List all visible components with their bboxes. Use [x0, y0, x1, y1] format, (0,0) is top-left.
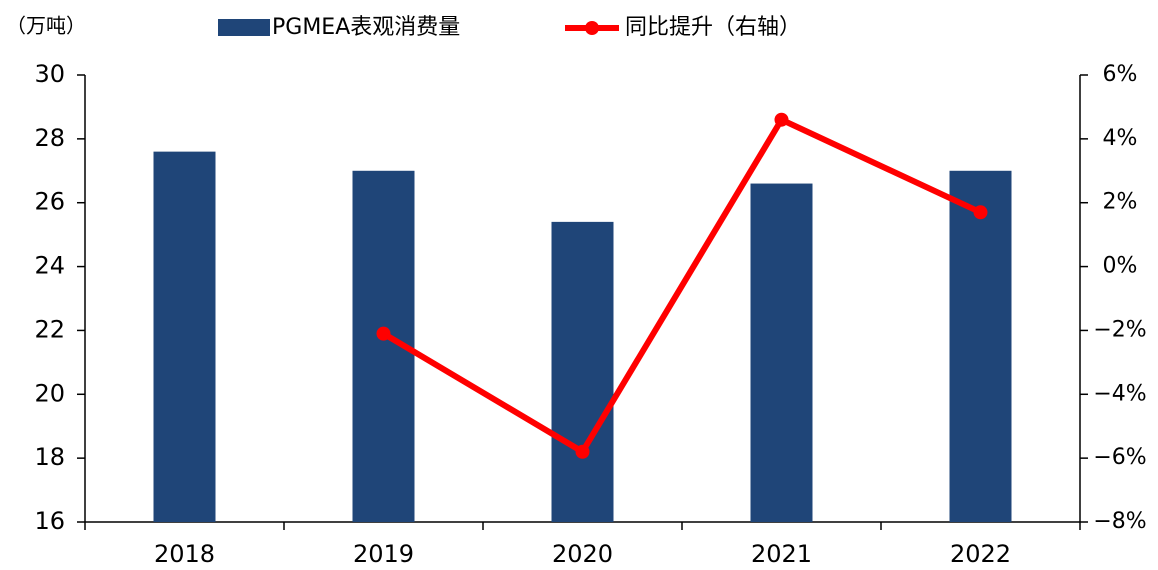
y2-tick-label: −2% [1093, 317, 1146, 342]
y-tick-label: 30 [34, 60, 65, 88]
legend-swatch [218, 19, 270, 36]
x-tick-label: 2019 [353, 540, 414, 568]
y2-tick-label: −4% [1093, 381, 1146, 406]
bar [153, 151, 216, 522]
legend-label: PGMEA表观消费量 [272, 15, 460, 40]
y2-tick-label: 6% [1103, 62, 1138, 87]
legend-swatch [585, 21, 599, 35]
y-tick-label: 18 [34, 443, 65, 471]
line-point [575, 444, 590, 459]
y-tick-label: 28 [34, 124, 65, 152]
y-tick-label: 24 [34, 252, 65, 280]
y2-tick-label: 4% [1103, 126, 1138, 151]
line-point [376, 326, 391, 341]
bar [551, 221, 614, 522]
y2-tick-label: −6% [1093, 445, 1146, 470]
x-tick-label: 2021 [751, 540, 812, 568]
line-point [774, 112, 789, 127]
x-tick-label: 2022 [950, 540, 1011, 568]
line [381, 116, 982, 455]
y2-tick-label: 0% [1103, 254, 1138, 279]
y2-tick-label: −8% [1093, 509, 1146, 534]
line-point [973, 205, 988, 220]
bar [750, 183, 813, 523]
y-tick-label: 26 [34, 188, 65, 216]
y-tick-label: 20 [34, 379, 65, 407]
y-unit-label: （万吨） [6, 14, 86, 38]
y-tick-label: 22 [34, 315, 65, 343]
y-tick-label: 16 [34, 507, 65, 535]
x-tick-label: 2018 [154, 540, 215, 568]
legend-label: 同比提升（右轴） [625, 15, 801, 40]
x-tick-label: 2020 [552, 540, 613, 568]
y2-tick-label: 2% [1103, 190, 1138, 215]
bar [949, 170, 1012, 523]
